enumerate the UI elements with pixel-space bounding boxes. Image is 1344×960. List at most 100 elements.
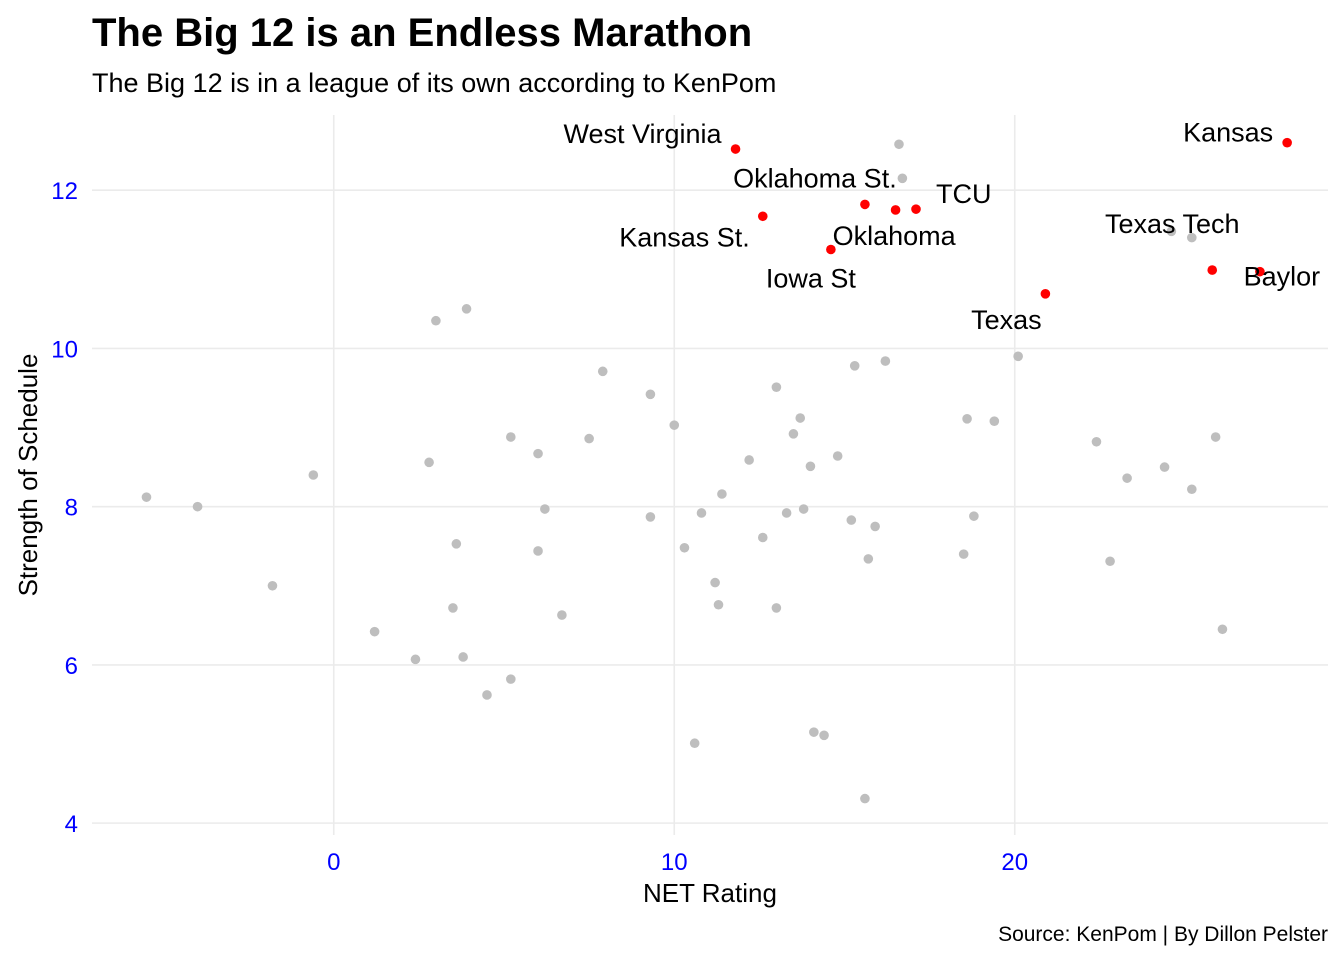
data-point (557, 610, 567, 620)
point-label: Kansas St. (619, 222, 750, 252)
data-point (710, 577, 720, 588)
data-point (369, 626, 380, 637)
point-label: Texas Tech (1105, 209, 1240, 239)
highlight-point (1207, 265, 1218, 275)
data-point (860, 793, 870, 804)
chart-caption: Source: KenPom | By Dillon Pelster (998, 923, 1328, 946)
data-point (757, 532, 768, 543)
data-point (482, 690, 492, 700)
y-tick-label: 10 (51, 336, 78, 363)
data-point (308, 470, 319, 480)
data-point (1187, 484, 1197, 495)
data-point (1122, 473, 1132, 483)
data-point (192, 501, 203, 512)
data-point (863, 554, 874, 564)
data-point (819, 730, 829, 741)
data-point (897, 173, 908, 184)
x-tick-label: 10 (661, 849, 688, 876)
highlight-point (890, 205, 901, 215)
data-point (1210, 432, 1221, 442)
highlight-point (911, 204, 921, 214)
data-point (533, 546, 543, 556)
data-point (458, 652, 468, 662)
data-point (597, 366, 608, 377)
data-point (713, 599, 724, 610)
gridlines (92, 115, 1328, 835)
data-point (958, 549, 969, 559)
data-point (1013, 351, 1023, 362)
data-point (880, 356, 891, 366)
data-point (689, 738, 700, 749)
data-point (969, 511, 979, 521)
data-point (809, 727, 819, 737)
data-point (451, 539, 462, 549)
data-point (962, 414, 972, 424)
highlight-point (757, 211, 768, 222)
tick-labels: 0 10 20 4 6 8 10 12 (51, 178, 1028, 876)
chart-title: The Big 12 is an Endless Marathon (92, 11, 752, 55)
y-tick-label: 12 (51, 178, 78, 205)
data-point (645, 512, 656, 522)
data-point (989, 416, 1000, 426)
data-point (461, 304, 472, 314)
data-point (679, 542, 690, 553)
data-point (846, 515, 857, 525)
data-point (771, 382, 782, 392)
highlight-point (826, 244, 836, 255)
chart-subtitle: The Big 12 is in a league of its own acc… (92, 68, 776, 98)
data-point (431, 315, 441, 326)
y-tick-label: 8 (65, 495, 78, 522)
y-axis-title: Strength of Schedule (13, 354, 43, 597)
point-label: Iowa St (766, 264, 857, 294)
data-point (1166, 226, 1177, 237)
point-label: West Virginia (563, 119, 722, 149)
point-label: Texas (971, 305, 1042, 335)
x-axis-title: NET Rating (643, 878, 777, 908)
data-point (506, 674, 516, 684)
data-point (781, 508, 792, 518)
data-point (798, 504, 809, 514)
data-point (870, 521, 880, 532)
data-point (805, 461, 816, 472)
x-tick-label: 0 (327, 849, 340, 876)
data-point (744, 455, 754, 465)
highlight-point (730, 144, 741, 154)
highlight-point (860, 199, 870, 210)
data-point (669, 420, 680, 430)
data-point (540, 504, 550, 514)
data-point (832, 451, 843, 461)
point-label: Oklahoma St. (733, 163, 897, 193)
data-point (894, 139, 904, 150)
data-point (788, 429, 799, 439)
y-tick-label: 4 (65, 811, 78, 838)
data-point (533, 448, 543, 459)
highlight-point (1040, 289, 1051, 299)
y-tick-label: 6 (65, 653, 78, 680)
data-point (1105, 556, 1115, 567)
data-point (584, 433, 594, 444)
point-label: TCU (936, 179, 992, 209)
data-point (795, 413, 806, 423)
data-point (448, 603, 458, 613)
x-tick-label: 20 (1001, 849, 1028, 876)
data-point (410, 654, 421, 665)
data-point (267, 580, 278, 591)
data-point (771, 603, 782, 613)
point-label: Baylor (1244, 262, 1321, 292)
highlight-point (1282, 137, 1292, 148)
data-point (506, 432, 516, 442)
data-point (1091, 436, 1102, 447)
data-point (849, 361, 860, 371)
data-point (424, 457, 434, 468)
data-point (696, 508, 707, 518)
data-point (1159, 462, 1170, 472)
data-point (717, 489, 727, 499)
point-label: Oklahoma (833, 221, 957, 251)
data-point (141, 492, 152, 502)
point-label: Kansas (1183, 118, 1273, 148)
data-point (1217, 624, 1228, 635)
data-point (1187, 232, 1197, 243)
point-labels: West Virginia Kansas Oklahoma St. Oklahoma T… (563, 118, 1320, 335)
data-point (645, 389, 656, 400)
